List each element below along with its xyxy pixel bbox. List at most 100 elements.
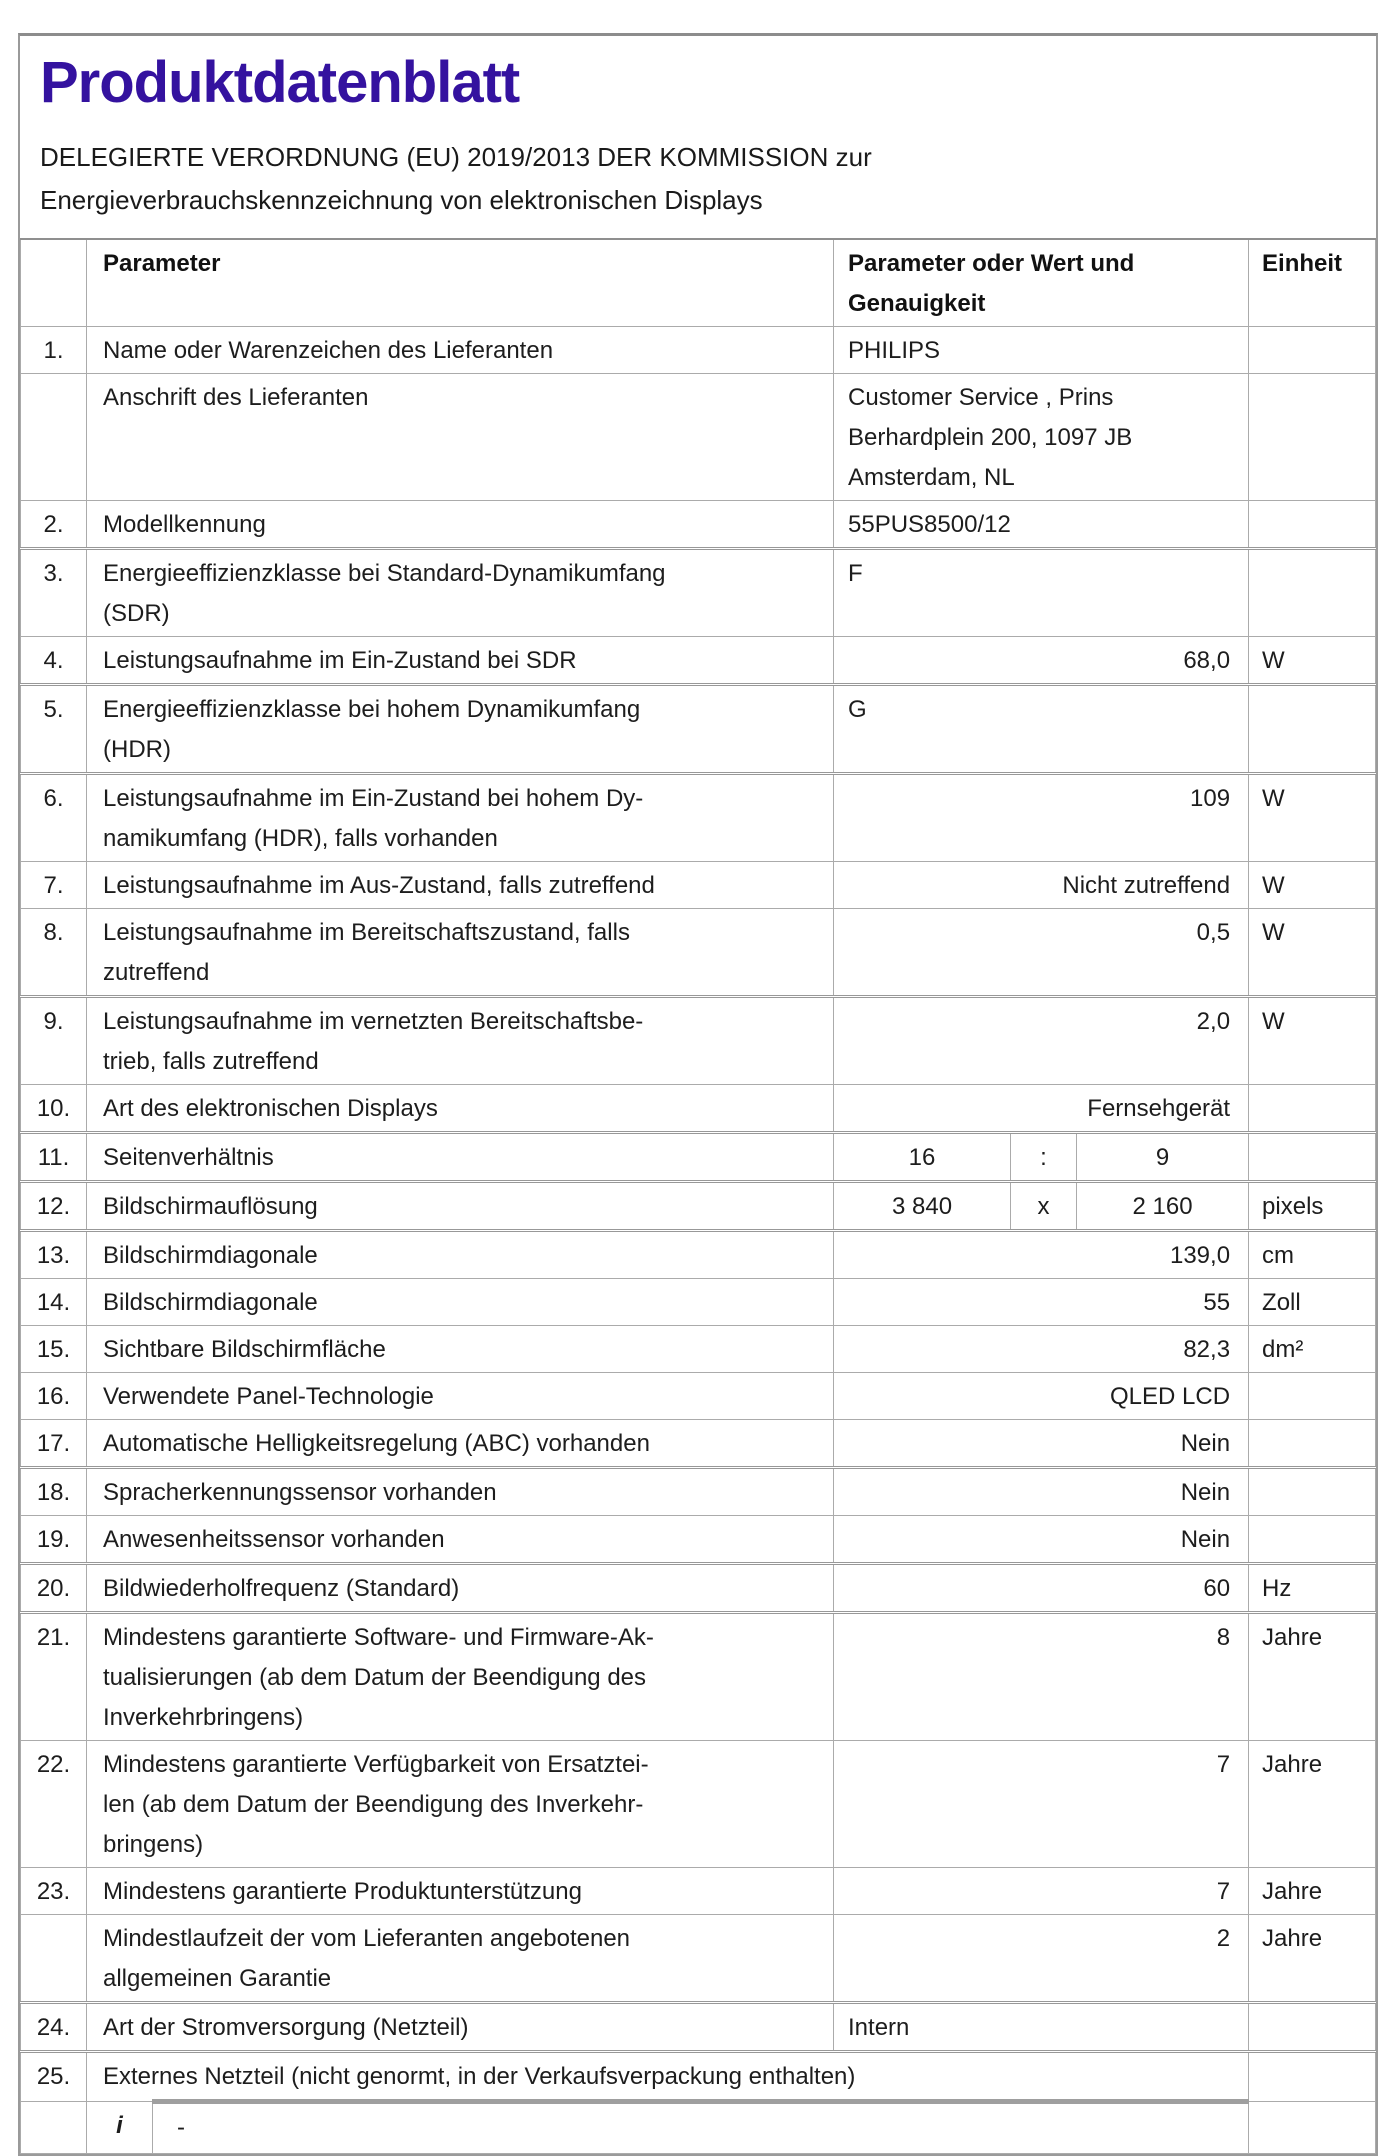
value-cell: F	[833, 547, 1250, 637]
table-row: 2. Modellkennung 55PUS8500/12	[20, 500, 1377, 549]
parameter-cell: Bildwiederholfrequenz (Standard)	[85, 1562, 835, 1613]
row-number-cell: 10.	[20, 1084, 87, 1133]
parameter-cell: Art der Stromversorgung (Netzteil)	[85, 2001, 835, 2052]
unit-cell	[1248, 2101, 1377, 2154]
unit-cell	[1248, 373, 1377, 501]
value-cell: PHILIPS	[833, 326, 1250, 374]
row-number-cell: 14.	[20, 1278, 87, 1326]
table-row: 19. Anwesenheitssensor vorhanden Nein	[20, 1515, 1377, 1564]
table-row: 7. Leistungsaufnahme im Aus-Zustand, fal…	[20, 861, 1377, 909]
unit-cell	[1248, 1419, 1377, 1468]
datasheet-table: Parameter Parameter oder Wert und Genaui…	[20, 238, 1377, 2154]
table-row: 23. Mindestens garantierte Produktunters…	[20, 1867, 1377, 1915]
parameter-cell: Leistungsaufnahme im Aus-Zustand, falls …	[85, 861, 835, 909]
value-cell: 7	[833, 1867, 1250, 1915]
row-number-cell	[20, 238, 87, 327]
header-value: Parameter oder Wert und Genauigkeit	[833, 238, 1250, 327]
parameter-cell: Seitenverhältnis	[85, 1131, 835, 1182]
table-row: 21. Mindestens garantierte Software- und…	[20, 1611, 1377, 1741]
table-row: 18. Spracherkennungssensor vorhanden Nei…	[20, 1466, 1377, 1516]
row-number-cell: 7.	[20, 861, 87, 909]
footnote-marker-cell: i	[86, 2101, 153, 2154]
row-number-cell: 2.	[20, 500, 87, 549]
resolution-height-cell: 2 160	[1076, 1180, 1250, 1231]
datasheet-frame: Produktdatenblatt DELEGIERTE VERORDNUNG …	[18, 33, 1378, 2156]
table-row: 11. Seitenverhältnis 16 : 9	[20, 1131, 1377, 1182]
table-row: 3. Energieeffizienzklasse bei Standard-D…	[20, 547, 1377, 637]
row-number-cell	[20, 373, 87, 501]
unit-cell	[1248, 1466, 1377, 1516]
value-cell: 60	[833, 1562, 1250, 1613]
table-row: 25. Externes Netzteil (nicht genormt, in…	[20, 2050, 1377, 2102]
table-row: 24. Art der Stromversorgung (Netzteil) I…	[20, 2001, 1377, 2052]
value-cell: Nein	[833, 1466, 1250, 1516]
resolution-separator-cell: x	[1010, 1180, 1078, 1231]
value-cell: G	[833, 683, 1250, 774]
table-row: 13. Bildschirmdiagonale 139,0 cm	[20, 1229, 1377, 1279]
row-number-cell: 8.	[20, 908, 87, 997]
parameter-cell: Leistungsaufnahme im Bereitschaftszustan…	[85, 908, 835, 997]
ratio-separator-cell: :	[1010, 1131, 1078, 1182]
unit-cell: Jahre	[1248, 1914, 1377, 2003]
row-number-cell: 22.	[20, 1740, 87, 1868]
header-unit: Einheit	[1248, 238, 1377, 327]
table-row: 14. Bildschirmdiagonale 55 Zoll	[20, 1278, 1377, 1326]
value-cell: Nein	[833, 1515, 1250, 1564]
unit-cell	[1248, 547, 1377, 637]
value-cell: 68,0	[833, 636, 1250, 685]
parameter-cell: Energieeffizienzklasse bei Standard-Dyna…	[85, 547, 835, 637]
unit-cell: W	[1248, 636, 1377, 685]
unit-cell: cm	[1248, 1229, 1377, 1279]
parameter-cell: Sichtbare Bildschirmfläche	[85, 1325, 835, 1373]
table-row: 10. Art des elektronischen Displays Fern…	[20, 1084, 1377, 1133]
row-number-cell: 12.	[20, 1180, 87, 1231]
unit-cell	[1248, 1372, 1377, 1420]
table-row: 12. Bildschirmauflösung 3 840 x 2 160 pi…	[20, 1180, 1377, 1231]
value-cell: Intern	[833, 2001, 1250, 2052]
row-number-cell: 19.	[20, 1515, 87, 1564]
ratio-width-cell: 16	[833, 1131, 1012, 1182]
parameter-cell: Leistungsaufnahme im vernetzten Bereitsc…	[85, 995, 835, 1085]
row-number-cell: 9.	[20, 995, 87, 1085]
row-number-cell: 4.	[20, 636, 87, 685]
table-row: 15. Sichtbare Bildschirmfläche 82,3 dm²	[20, 1325, 1377, 1373]
unit-cell: W	[1248, 908, 1377, 997]
value-cell: Fernsehgerät	[833, 1084, 1250, 1133]
table-row: 4. Leistungsaufnahme im Ein-Zustand bei …	[20, 636, 1377, 685]
value-cell: Nein	[833, 1419, 1250, 1468]
row-number-cell: 23.	[20, 1867, 87, 1915]
row-number-cell: 16.	[20, 1372, 87, 1420]
parameter-cell: Bildschirmauflösung	[85, 1180, 835, 1231]
unit-cell: W	[1248, 861, 1377, 909]
parameter-cell: Modellkennung	[85, 500, 835, 549]
parameter-cell: Verwendete Panel-Technologie	[85, 1372, 835, 1420]
unit-cell	[1248, 1131, 1377, 1182]
parameter-cell: Art des elektronischen Displays	[85, 1084, 835, 1133]
row-number-cell: 17.	[20, 1419, 87, 1468]
value-cell: 82,3	[833, 1325, 1250, 1373]
resolution-width-cell: 3 840	[833, 1180, 1012, 1231]
unit-cell	[1248, 1084, 1377, 1133]
unit-cell: W	[1248, 772, 1377, 862]
table-row: 9. Leistungsaufnahme im vernetzten Berei…	[20, 995, 1377, 1085]
value-cell: 109	[833, 772, 1250, 862]
parameter-cell: Spracherkennungssensor vorhanden	[85, 1466, 835, 1516]
value-cell: 2	[833, 1914, 1250, 2003]
parameter-cell: Leistungsaufnahme im Ein-Zustand bei hoh…	[85, 772, 835, 862]
value-cell: 2,0	[833, 995, 1250, 1085]
parameter-cell: Anschrift des Lieferanten	[85, 373, 835, 501]
value-cell: 139,0	[833, 1229, 1250, 1279]
value-cell: Nicht zutreffend	[833, 861, 1250, 909]
value-cell: 7	[833, 1740, 1250, 1868]
table-row: 1. Name oder Warenzeichen des Lieferante…	[20, 326, 1377, 374]
parameter-cell: Leistungsaufnahme im Ein-Zustand bei SDR	[85, 636, 835, 685]
value-cell: 8	[833, 1611, 1250, 1741]
row-number-cell: 1.	[20, 326, 87, 374]
value-cell: 55	[833, 1278, 1250, 1326]
table-row: 16. Verwendete Panel-Technologie QLED LC…	[20, 1372, 1377, 1420]
row-number-cell: 3.	[20, 547, 87, 637]
regulation-subtitle: DELEGIERTE VERORDNUNG (EU) 2019/2013 DER…	[40, 142, 872, 215]
table-row: 22. Mindestens garantierte Verfügbarkeit…	[20, 1740, 1377, 1868]
parameter-cell: Automatische Helligkeitsregelung (ABC) v…	[85, 1419, 835, 1468]
table-row: 20. Bildwiederholfrequenz (Standard) 60 …	[20, 1562, 1377, 1613]
